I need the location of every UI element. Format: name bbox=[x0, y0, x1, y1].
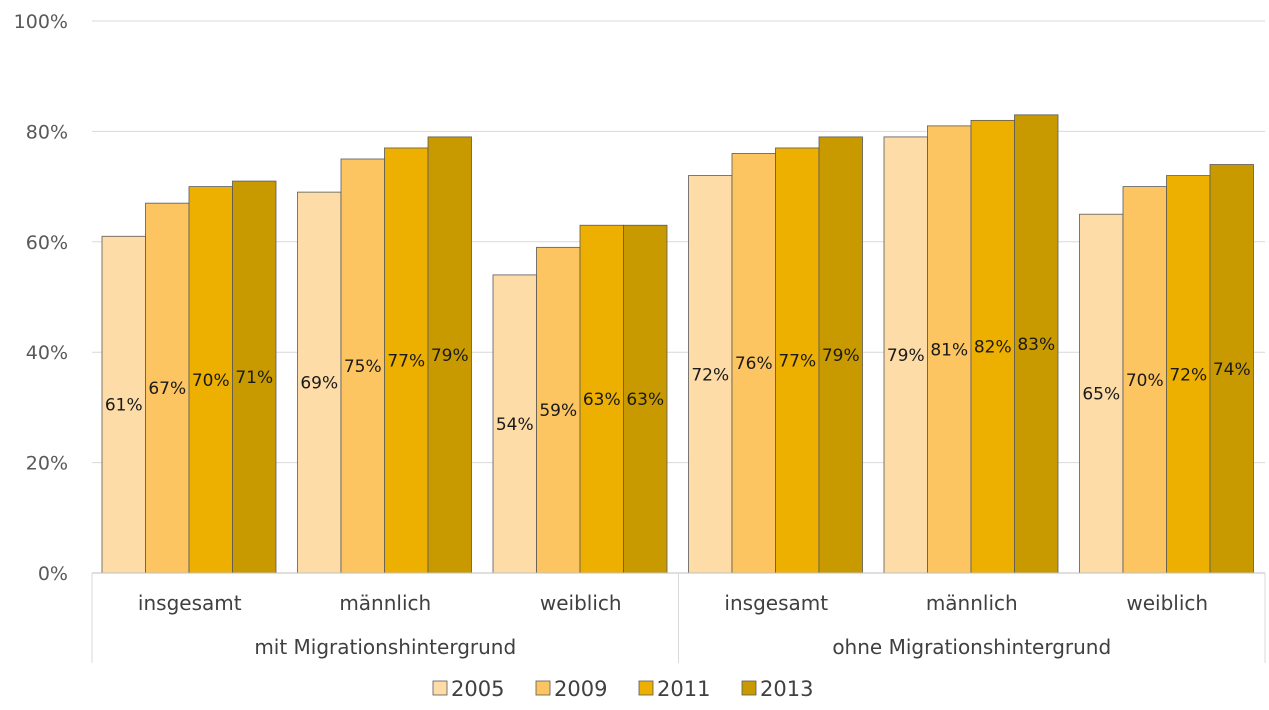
y-tick-label: 40% bbox=[26, 342, 68, 364]
data-label: 67% bbox=[148, 379, 186, 399]
bar bbox=[427, 136, 472, 574]
y-axis-tick-labels: 0% 20% 40% 60% 80% 100% bbox=[14, 11, 68, 585]
category-label: männlich bbox=[339, 591, 431, 615]
data-label: 69% bbox=[300, 374, 338, 394]
data-label: 81% bbox=[930, 340, 968, 360]
legend-label: 2005 bbox=[451, 677, 504, 701]
bar bbox=[1122, 186, 1167, 574]
data-label: 83% bbox=[1017, 335, 1055, 355]
bar bbox=[688, 175, 733, 574]
bar bbox=[188, 186, 233, 574]
bar bbox=[232, 180, 277, 574]
category-label: insgesamt bbox=[724, 591, 828, 615]
category-label: weiblich bbox=[540, 591, 622, 615]
data-label: 54% bbox=[496, 415, 534, 435]
bar bbox=[927, 125, 972, 574]
legend-label: 2013 bbox=[760, 677, 813, 701]
group-labels: mit Migrationshintergrund ohne Migrations… bbox=[254, 635, 1111, 659]
legend-swatch bbox=[638, 680, 654, 696]
y-tick-label: 100% bbox=[14, 11, 68, 33]
bar bbox=[818, 136, 863, 574]
data-label: 76% bbox=[735, 354, 773, 374]
bar bbox=[101, 235, 146, 574]
y-tick-label: 80% bbox=[26, 121, 68, 143]
data-label: 79% bbox=[822, 346, 860, 366]
bar bbox=[1079, 213, 1124, 574]
bar bbox=[340, 158, 385, 574]
data-label: 75% bbox=[344, 357, 382, 377]
data-label: 74% bbox=[1213, 360, 1251, 380]
bar bbox=[775, 147, 820, 574]
legend-swatch bbox=[535, 680, 551, 696]
legend: 2005 2009 2011 2013 bbox=[432, 677, 813, 701]
gridlines bbox=[92, 20, 1265, 464]
data-label: 79% bbox=[887, 346, 925, 366]
x-axis bbox=[91, 572, 1266, 663]
bar bbox=[536, 246, 581, 574]
data-label: 72% bbox=[1169, 365, 1207, 385]
legend-label: 2011 bbox=[657, 677, 710, 701]
data-label: 71% bbox=[235, 368, 273, 388]
bar bbox=[1166, 175, 1211, 574]
data-label: 63% bbox=[583, 390, 621, 410]
bar bbox=[731, 153, 776, 574]
data-label: 77% bbox=[387, 351, 425, 371]
bars bbox=[101, 114, 1254, 574]
data-label: 65% bbox=[1082, 385, 1120, 405]
data-labels: 61%67% 70% 71% 69%75% 77% 79%54%59%63% 63%72%7… bbox=[105, 335, 1251, 435]
bar bbox=[297, 191, 342, 574]
data-label: 82% bbox=[974, 338, 1012, 358]
data-label: 72% bbox=[691, 365, 729, 385]
data-label: 77% bbox=[778, 351, 816, 371]
bar bbox=[1209, 164, 1254, 574]
legend-swatch bbox=[741, 680, 757, 696]
y-tick-label: 0% bbox=[38, 563, 68, 585]
data-label: 63% bbox=[626, 390, 664, 410]
category-label: insgesamt bbox=[138, 591, 242, 615]
bar bbox=[384, 147, 429, 574]
category-label: weiblich bbox=[1126, 591, 1208, 615]
bar bbox=[492, 274, 537, 574]
bar bbox=[883, 136, 928, 574]
data-label: 70% bbox=[1126, 371, 1164, 391]
bar bbox=[970, 119, 1015, 574]
bar bbox=[1014, 114, 1059, 574]
data-label: 61% bbox=[105, 396, 143, 416]
y-tick-label: 20% bbox=[26, 453, 68, 475]
data-label: 59% bbox=[539, 401, 577, 421]
bar bbox=[623, 224, 668, 574]
legend-label: 2009 bbox=[554, 677, 607, 701]
data-label: 79% bbox=[431, 346, 469, 366]
group-label: mit Migrationshintergrund bbox=[254, 635, 516, 659]
legend-swatch bbox=[432, 680, 448, 696]
category-labels: insgesamt männlich weiblich insgesamt männli… bbox=[138, 591, 1208, 615]
y-tick-label: 60% bbox=[26, 232, 68, 254]
bar bbox=[579, 224, 624, 574]
group-label: ohne Migrationshintergrund bbox=[832, 635, 1111, 659]
data-label: 70% bbox=[192, 371, 230, 391]
category-label: männlich bbox=[926, 591, 1018, 615]
